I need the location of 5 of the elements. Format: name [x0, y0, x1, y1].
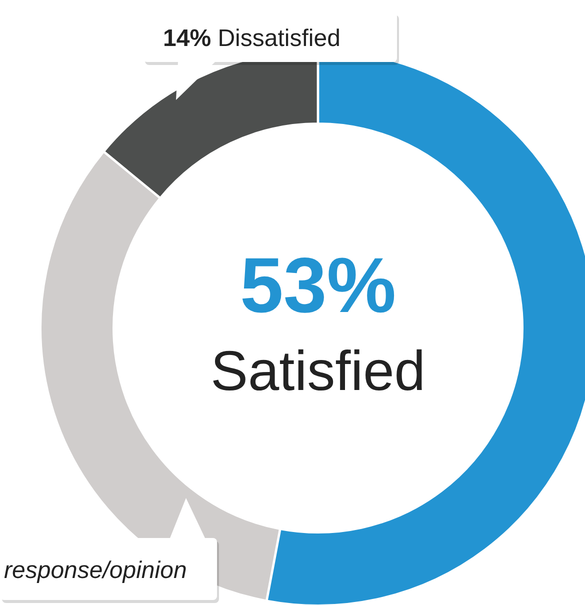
data-label: 14%: [163, 25, 218, 52]
slice-label: response/opinion: [4, 557, 187, 584]
data-label: 53%: [240, 241, 396, 329]
slice-label: Satisfied: [210, 339, 426, 402]
slice-label: Dissatisfied: [218, 25, 340, 52]
